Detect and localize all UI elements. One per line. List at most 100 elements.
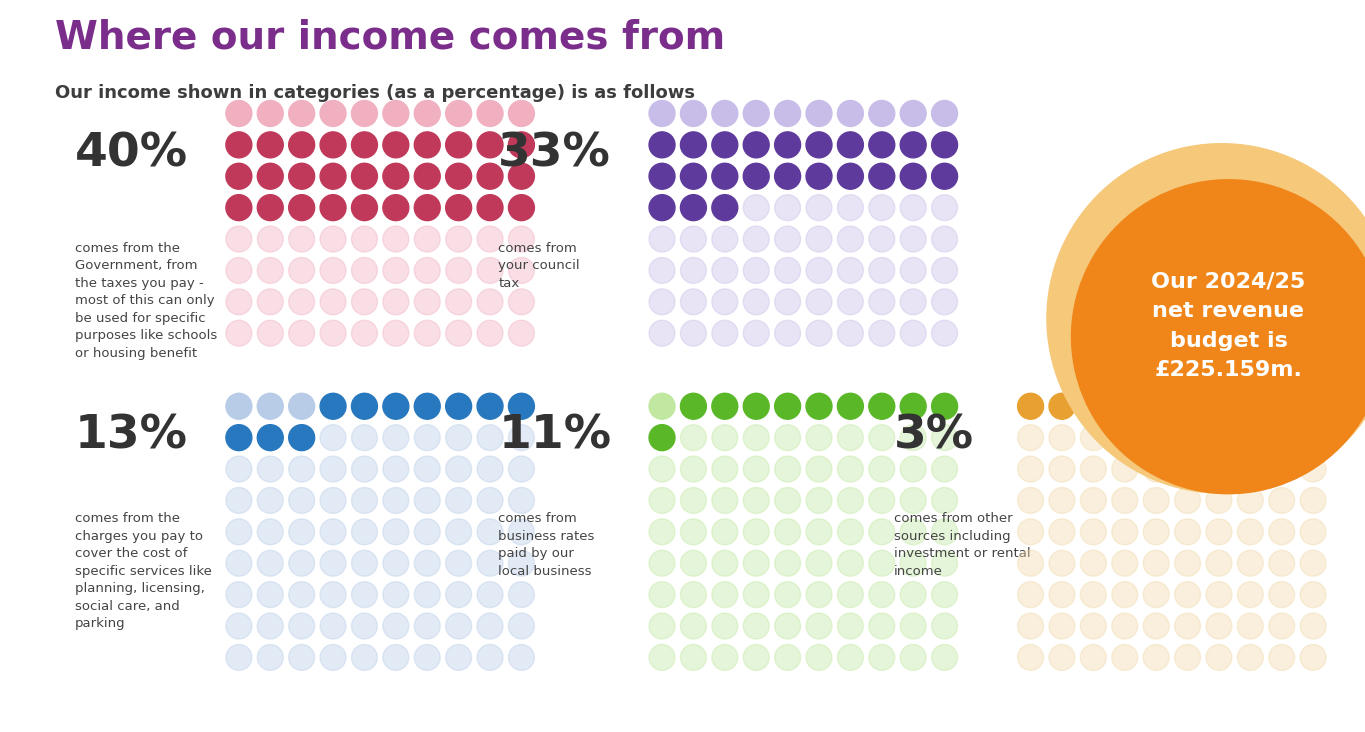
Text: 3%: 3%: [894, 414, 975, 458]
Ellipse shape: [257, 519, 283, 545]
Ellipse shape: [1299, 582, 1325, 608]
Ellipse shape: [1081, 488, 1106, 513]
Ellipse shape: [319, 226, 347, 252]
Ellipse shape: [1050, 644, 1076, 671]
Ellipse shape: [931, 613, 957, 639]
Ellipse shape: [650, 519, 674, 545]
Ellipse shape: [225, 132, 251, 158]
Ellipse shape: [225, 226, 251, 252]
Ellipse shape: [650, 393, 674, 419]
Ellipse shape: [774, 550, 800, 576]
Ellipse shape: [901, 644, 925, 671]
Ellipse shape: [382, 258, 408, 283]
Ellipse shape: [650, 582, 674, 608]
Ellipse shape: [225, 258, 251, 283]
Ellipse shape: [445, 393, 471, 419]
Ellipse shape: [1174, 488, 1201, 513]
Ellipse shape: [901, 226, 925, 252]
Ellipse shape: [1207, 456, 1231, 482]
Ellipse shape: [1081, 393, 1106, 419]
Ellipse shape: [650, 132, 674, 158]
Ellipse shape: [445, 289, 471, 315]
Ellipse shape: [650, 195, 674, 220]
Ellipse shape: [680, 321, 707, 346]
Ellipse shape: [257, 488, 283, 513]
Ellipse shape: [744, 488, 770, 513]
Ellipse shape: [445, 582, 471, 608]
Ellipse shape: [352, 456, 377, 482]
Ellipse shape: [680, 582, 707, 608]
Ellipse shape: [1050, 550, 1076, 576]
Ellipse shape: [931, 100, 957, 127]
Ellipse shape: [774, 456, 800, 482]
Ellipse shape: [1081, 550, 1106, 576]
Ellipse shape: [225, 456, 251, 482]
Ellipse shape: [478, 195, 502, 220]
Ellipse shape: [713, 289, 737, 315]
Ellipse shape: [1207, 393, 1231, 419]
Ellipse shape: [713, 393, 737, 419]
Ellipse shape: [931, 132, 957, 158]
Ellipse shape: [1050, 393, 1076, 419]
Ellipse shape: [257, 100, 283, 127]
Ellipse shape: [680, 132, 707, 158]
Ellipse shape: [870, 613, 895, 639]
Ellipse shape: [1299, 519, 1325, 545]
Ellipse shape: [901, 456, 925, 482]
Ellipse shape: [225, 582, 251, 608]
Ellipse shape: [382, 519, 408, 545]
Ellipse shape: [319, 613, 347, 639]
Ellipse shape: [509, 613, 535, 639]
Ellipse shape: [415, 456, 440, 482]
Ellipse shape: [445, 195, 471, 220]
Ellipse shape: [319, 100, 347, 127]
Ellipse shape: [382, 582, 408, 608]
Ellipse shape: [870, 163, 895, 189]
Text: comes from the
charges you pay to
cover the cost of
specific services like
plann: comes from the charges you pay to cover …: [75, 512, 212, 630]
Ellipse shape: [870, 393, 895, 419]
Ellipse shape: [713, 132, 737, 158]
Ellipse shape: [1238, 456, 1264, 482]
Ellipse shape: [225, 100, 251, 127]
Ellipse shape: [838, 582, 863, 608]
Ellipse shape: [415, 100, 440, 127]
Ellipse shape: [1050, 425, 1076, 451]
Ellipse shape: [744, 456, 770, 482]
Ellipse shape: [931, 550, 957, 576]
Ellipse shape: [774, 258, 800, 283]
Ellipse shape: [257, 226, 283, 252]
Ellipse shape: [509, 456, 535, 482]
Ellipse shape: [509, 226, 535, 252]
Ellipse shape: [713, 163, 737, 189]
Ellipse shape: [415, 195, 440, 220]
Ellipse shape: [1269, 613, 1295, 639]
Ellipse shape: [319, 550, 347, 576]
Ellipse shape: [478, 226, 502, 252]
Ellipse shape: [650, 488, 674, 513]
Ellipse shape: [289, 100, 314, 127]
Ellipse shape: [901, 100, 925, 127]
Ellipse shape: [774, 100, 800, 127]
Ellipse shape: [319, 425, 347, 451]
Ellipse shape: [838, 321, 863, 346]
Text: 13%: 13%: [75, 414, 188, 458]
Ellipse shape: [931, 163, 957, 189]
Ellipse shape: [931, 226, 957, 252]
Ellipse shape: [1018, 393, 1043, 419]
Ellipse shape: [225, 519, 251, 545]
Ellipse shape: [1269, 425, 1295, 451]
Ellipse shape: [509, 321, 535, 346]
Ellipse shape: [1299, 613, 1325, 639]
Ellipse shape: [805, 582, 831, 608]
Ellipse shape: [901, 425, 925, 451]
Ellipse shape: [319, 163, 347, 189]
Ellipse shape: [509, 550, 535, 576]
Ellipse shape: [509, 582, 535, 608]
Ellipse shape: [289, 226, 314, 252]
Ellipse shape: [1018, 519, 1043, 545]
Ellipse shape: [713, 226, 737, 252]
Ellipse shape: [870, 100, 895, 127]
Ellipse shape: [650, 258, 674, 283]
Ellipse shape: [478, 488, 502, 513]
Ellipse shape: [838, 644, 863, 671]
